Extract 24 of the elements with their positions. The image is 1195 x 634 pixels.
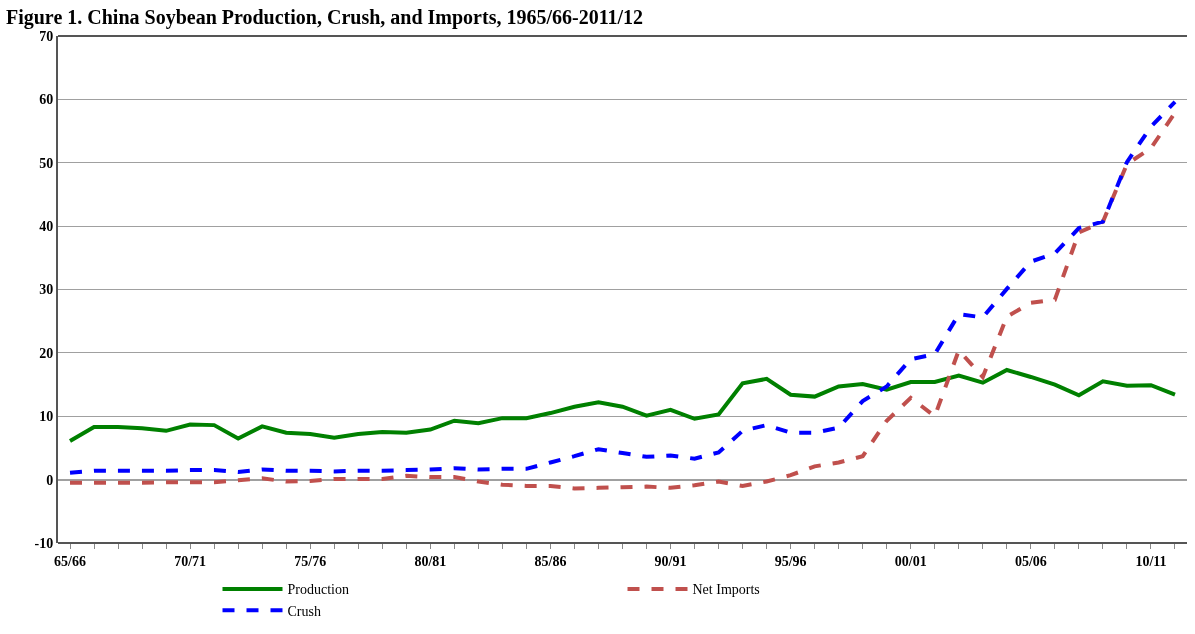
y-tick-label: 50 [39, 155, 54, 171]
y-tick-label: 40 [39, 219, 54, 235]
y-tick-label: 0 [46, 472, 54, 488]
y-tick-label: -10 [34, 535, 54, 551]
x-tick-label: 70/71 [174, 553, 207, 569]
legend-label: Crush [287, 603, 321, 619]
y-tick-label: 10 [39, 409, 54, 425]
y-tick-label: 60 [39, 92, 54, 108]
x-tick-label: 75/76 [294, 553, 327, 569]
x-tick-label: 05/06 [1014, 553, 1047, 569]
y-tick-label: 20 [39, 345, 54, 361]
x-tick-label: 95/96 [774, 553, 807, 569]
y-tick-label: 70 [39, 28, 54, 44]
x-tick-label: 85/86 [534, 553, 567, 569]
y-tick-label: 30 [39, 282, 54, 298]
legend-label: Net Imports [692, 582, 760, 598]
chart-title: Figure 1. China Soybean Production, Crush, and Imports, 1965/66-2011/12 [5, 5, 644, 29]
line-series [68, 367, 1177, 443]
legend-label: Production [287, 582, 349, 598]
x-tick-label: 65/66 [54, 553, 86, 569]
x-tick-label: 90/91 [654, 553, 687, 569]
x-tick-label: 00/01 [894, 553, 927, 569]
x-tick-label: 10/11 [1135, 553, 1167, 569]
x-tick-label: 80/81 [414, 553, 447, 569]
